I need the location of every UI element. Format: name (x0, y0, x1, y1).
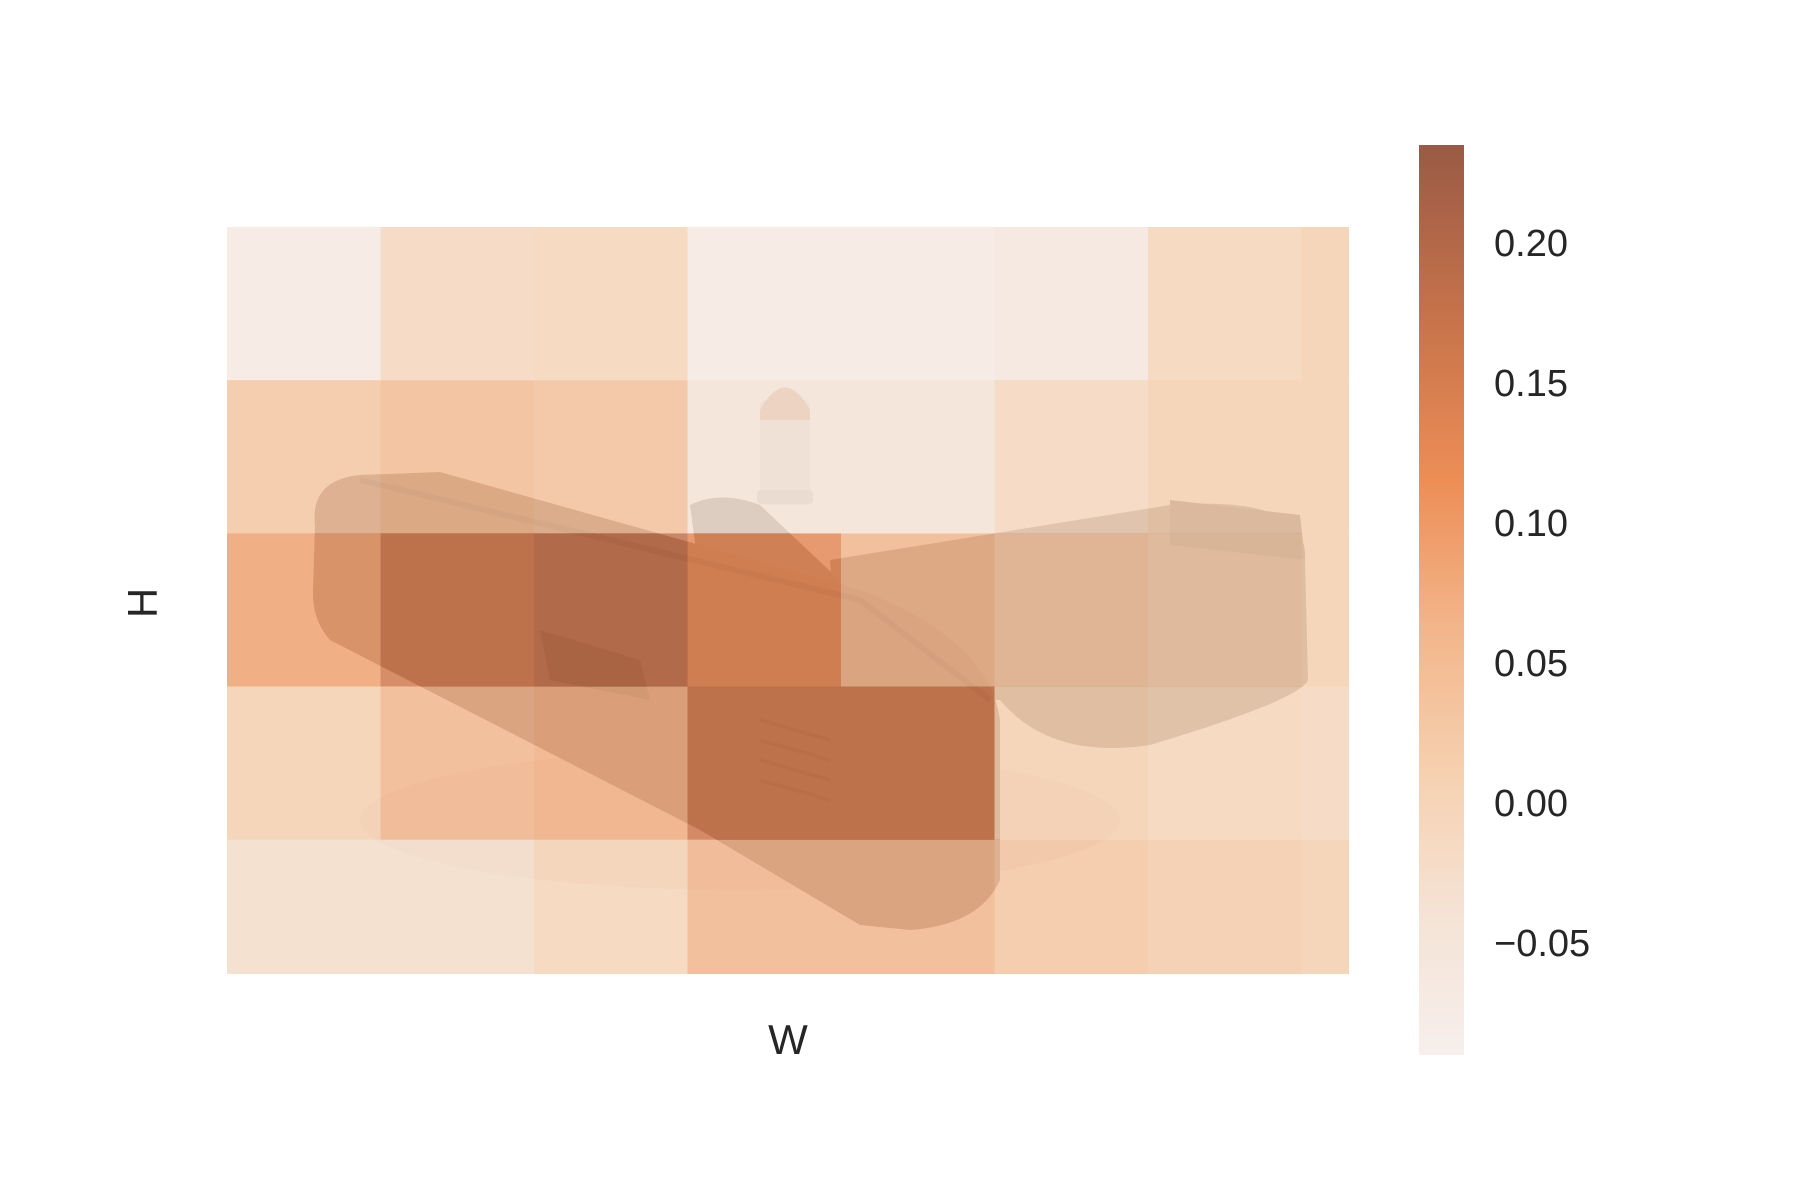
heatmap-cell-r1-c4 (841, 380, 995, 534)
y-axis-label: H (119, 588, 166, 618)
heatmap-cell-r1-c2 (534, 380, 688, 534)
heatmap-cell-r3-c4 (841, 686, 995, 840)
heatmap-cell-r1-c6 (1148, 380, 1302, 534)
heatmap-cell-r2-c6 (1148, 533, 1302, 687)
x-axis-label: W (768, 1016, 808, 1063)
heatmap-cell-r1-c3 (687, 380, 841, 534)
colorbar-ticks: −0.05 0.00 0.05 0.10 0.15 0.20 (1494, 223, 1590, 965)
heatmap-cell-r2-c2 (534, 533, 688, 687)
heatmap-cell-r3-c2 (534, 686, 688, 840)
heatmap-cell-r0-c4 (841, 227, 995, 381)
heatmap-cell-r0-c7 (1301, 227, 1349, 381)
heatmap-cell-r3-c5 (994, 686, 1148, 840)
colorbar-tick-label: 0.15 (1494, 363, 1568, 405)
heatmap-cell-r2-c0 (227, 533, 381, 687)
heatmap-cell-r3-c3 (687, 686, 841, 840)
heatmap-cell-r2-c3 (687, 533, 841, 687)
colorbar-tick-label: 0.00 (1494, 783, 1568, 825)
heatmap-cell-r0-c2 (534, 227, 688, 381)
heatmap-cell-r2-c5 (994, 533, 1148, 687)
colorbar-tick-label: −0.05 (1494, 923, 1590, 965)
heatmap-cell-r3-c7 (1301, 686, 1349, 840)
heatmap-grid (227, 227, 1349, 974)
heatmap-cell-r3-c1 (380, 686, 534, 840)
heatmap-cell-r0-c6 (1148, 227, 1302, 381)
heatmap-cell-r4-c0 (227, 839, 381, 974)
heatmap-cell-r3-c0 (227, 686, 381, 840)
heatmap-cell-r2-c1 (380, 533, 534, 687)
heatmap-cell-r1-c1 (380, 380, 534, 534)
heatmap-cell-r4-c6 (1148, 839, 1302, 974)
heatmap-cell-r0-c5 (994, 227, 1148, 381)
heatmap-cell-r4-c7 (1301, 839, 1349, 974)
heatmap-cell-r3-c6 (1148, 686, 1302, 840)
colorbar-tick-label: 0.05 (1494, 643, 1568, 685)
heatmap-cell-r0-c1 (380, 227, 534, 381)
heatmap-cell-r4-c3 (687, 839, 841, 974)
heatmap-cell-r2-c7 (1301, 533, 1349, 687)
colorbar-tick-label: 0.20 (1494, 223, 1568, 265)
heatmap-cell-r4-c4 (841, 839, 995, 974)
heatmap-cell-r1-c0 (227, 380, 381, 534)
colorbar-tick-label: 0.10 (1494, 503, 1568, 545)
heatmap-cell-r0-c0 (227, 227, 381, 381)
heatmap-cell-r1-c7 (1301, 380, 1349, 534)
heatmap-cell-r4-c5 (994, 839, 1148, 974)
colorbar-gradient (1419, 145, 1464, 1055)
heatmap-cell-r0-c3 (687, 227, 841, 381)
heatmap-cell-r1-c5 (994, 380, 1148, 534)
heatmap-cell-r4-c2 (534, 839, 688, 974)
heatmap-cell-r2-c4 (841, 533, 995, 687)
colorbar: −0.05 0.00 0.05 0.10 0.15 0.20 (1419, 145, 1590, 1055)
heatmap-cell-r4-c1 (380, 839, 534, 974)
